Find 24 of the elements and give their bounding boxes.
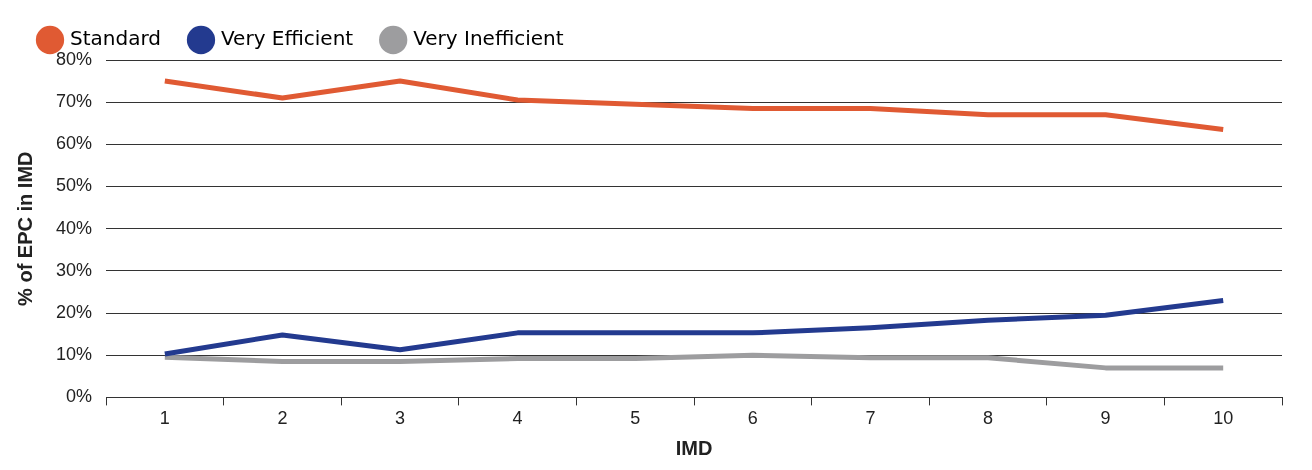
y-tick-label: 50% bbox=[56, 175, 93, 196]
x-tick-label: 4 bbox=[512, 408, 523, 429]
y-tick-label: 10% bbox=[56, 344, 93, 365]
y-axis-title: % of EPC in IMD bbox=[13, 151, 36, 306]
legend-label: Very Efficient bbox=[220, 26, 354, 51]
x-tick-label: 9 bbox=[1100, 408, 1111, 429]
x-tick-label: 10 bbox=[1213, 408, 1234, 429]
legend-label: Very Inefficient bbox=[413, 26, 564, 51]
x-axis-title: IMD bbox=[675, 436, 713, 459]
x-tick-label: 3 bbox=[395, 408, 406, 429]
x-tick-label: 2 bbox=[277, 408, 288, 429]
y-tick-label: 70% bbox=[56, 91, 93, 112]
y-tick-label: 30% bbox=[56, 259, 93, 280]
x-tick-label: 6 bbox=[747, 408, 758, 429]
x-tick-label: 8 bbox=[983, 408, 994, 429]
y-tick-label: 0% bbox=[66, 386, 93, 407]
y-tick-label: 40% bbox=[56, 217, 93, 238]
legend-label: Standard bbox=[70, 26, 161, 51]
x-tick-label: 7 bbox=[865, 408, 876, 429]
x-tick-label: 5 bbox=[630, 408, 641, 429]
y-tick-label: 60% bbox=[56, 133, 93, 154]
y-tick-label: 20% bbox=[56, 302, 93, 323]
x-tick-label: 1 bbox=[159, 408, 170, 429]
y-tick-label: 80% bbox=[56, 48, 93, 69]
